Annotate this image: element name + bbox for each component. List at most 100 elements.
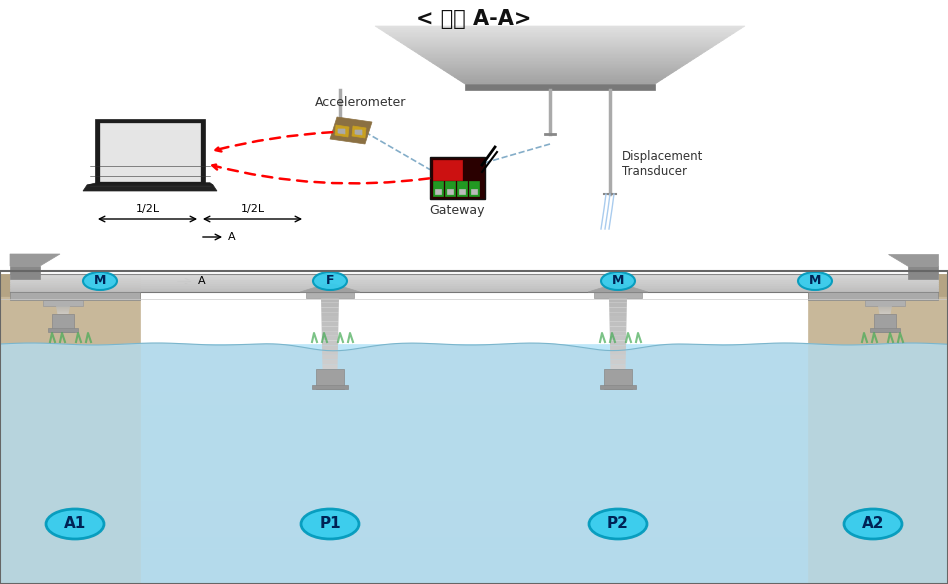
Text: A1: A1 — [64, 516, 86, 531]
Polygon shape — [435, 189, 441, 194]
Polygon shape — [10, 290, 938, 292]
Polygon shape — [610, 345, 626, 350]
Polygon shape — [888, 254, 938, 266]
Polygon shape — [609, 298, 627, 303]
Polygon shape — [462, 82, 659, 84]
Ellipse shape — [313, 272, 347, 290]
Polygon shape — [0, 380, 948, 392]
Polygon shape — [393, 37, 727, 40]
Polygon shape — [330, 117, 372, 144]
Polygon shape — [610, 322, 627, 326]
Polygon shape — [322, 350, 337, 355]
Polygon shape — [0, 416, 948, 428]
Polygon shape — [321, 326, 338, 331]
Polygon shape — [0, 428, 948, 440]
Polygon shape — [378, 28, 741, 30]
Polygon shape — [418, 54, 702, 56]
Polygon shape — [426, 58, 695, 61]
Text: < 단면 A-A>: < 단면 A-A> — [416, 9, 532, 29]
Polygon shape — [316, 369, 344, 389]
Polygon shape — [610, 307, 627, 312]
Polygon shape — [450, 75, 669, 77]
Polygon shape — [0, 344, 948, 356]
Polygon shape — [433, 182, 443, 196]
Polygon shape — [414, 51, 705, 54]
Polygon shape — [10, 276, 938, 277]
Polygon shape — [411, 49, 709, 51]
Polygon shape — [610, 303, 627, 307]
Polygon shape — [321, 317, 338, 322]
Polygon shape — [611, 360, 626, 364]
Polygon shape — [100, 123, 200, 180]
Polygon shape — [0, 488, 948, 500]
Polygon shape — [300, 284, 360, 292]
Polygon shape — [322, 340, 338, 345]
Polygon shape — [611, 355, 626, 360]
Polygon shape — [432, 63, 687, 65]
Polygon shape — [408, 47, 713, 49]
Polygon shape — [352, 126, 366, 138]
Polygon shape — [48, 328, 78, 332]
Polygon shape — [0, 536, 948, 548]
Polygon shape — [382, 30, 738, 33]
Ellipse shape — [46, 509, 104, 539]
Polygon shape — [322, 355, 337, 360]
Polygon shape — [610, 331, 627, 336]
Polygon shape — [335, 125, 349, 137]
Polygon shape — [433, 160, 462, 180]
Polygon shape — [10, 274, 938, 276]
Polygon shape — [422, 56, 698, 58]
Polygon shape — [444, 70, 677, 72]
Text: M: M — [809, 274, 821, 287]
Polygon shape — [0, 368, 948, 380]
Polygon shape — [594, 292, 642, 298]
Polygon shape — [610, 336, 627, 340]
Ellipse shape — [844, 509, 902, 539]
Polygon shape — [610, 312, 627, 317]
Polygon shape — [0, 0, 948, 299]
Bar — [0, 271, 948, 584]
Polygon shape — [0, 392, 948, 404]
Polygon shape — [10, 285, 938, 287]
Polygon shape — [390, 35, 731, 37]
Polygon shape — [43, 300, 83, 306]
Ellipse shape — [798, 272, 832, 290]
Polygon shape — [0, 476, 948, 488]
Polygon shape — [355, 130, 362, 135]
Polygon shape — [0, 548, 948, 560]
Polygon shape — [0, 524, 948, 536]
Polygon shape — [430, 157, 485, 199]
Polygon shape — [10, 254, 60, 266]
Polygon shape — [95, 119, 205, 183]
Polygon shape — [375, 26, 745, 28]
Ellipse shape — [601, 272, 635, 290]
Text: A2: A2 — [862, 516, 884, 531]
Text: Displacement
Transducer: Displacement Transducer — [622, 150, 703, 178]
Polygon shape — [312, 385, 348, 389]
Polygon shape — [908, 266, 938, 279]
Polygon shape — [0, 464, 948, 476]
Polygon shape — [465, 84, 655, 90]
Polygon shape — [10, 283, 938, 285]
Polygon shape — [322, 345, 338, 350]
Polygon shape — [0, 404, 948, 416]
Polygon shape — [10, 287, 938, 288]
Polygon shape — [874, 314, 896, 332]
Polygon shape — [459, 189, 465, 194]
Text: M: M — [611, 274, 624, 287]
Polygon shape — [321, 307, 338, 312]
Polygon shape — [469, 182, 479, 196]
Polygon shape — [10, 281, 938, 283]
Ellipse shape — [83, 272, 117, 290]
Polygon shape — [0, 440, 948, 452]
Polygon shape — [386, 33, 734, 35]
Polygon shape — [611, 364, 626, 369]
Polygon shape — [396, 40, 723, 42]
Ellipse shape — [301, 509, 359, 539]
Polygon shape — [0, 560, 948, 572]
Polygon shape — [10, 292, 140, 300]
Polygon shape — [321, 298, 339, 303]
Polygon shape — [611, 350, 626, 355]
Polygon shape — [87, 183, 213, 185]
Polygon shape — [808, 274, 948, 584]
